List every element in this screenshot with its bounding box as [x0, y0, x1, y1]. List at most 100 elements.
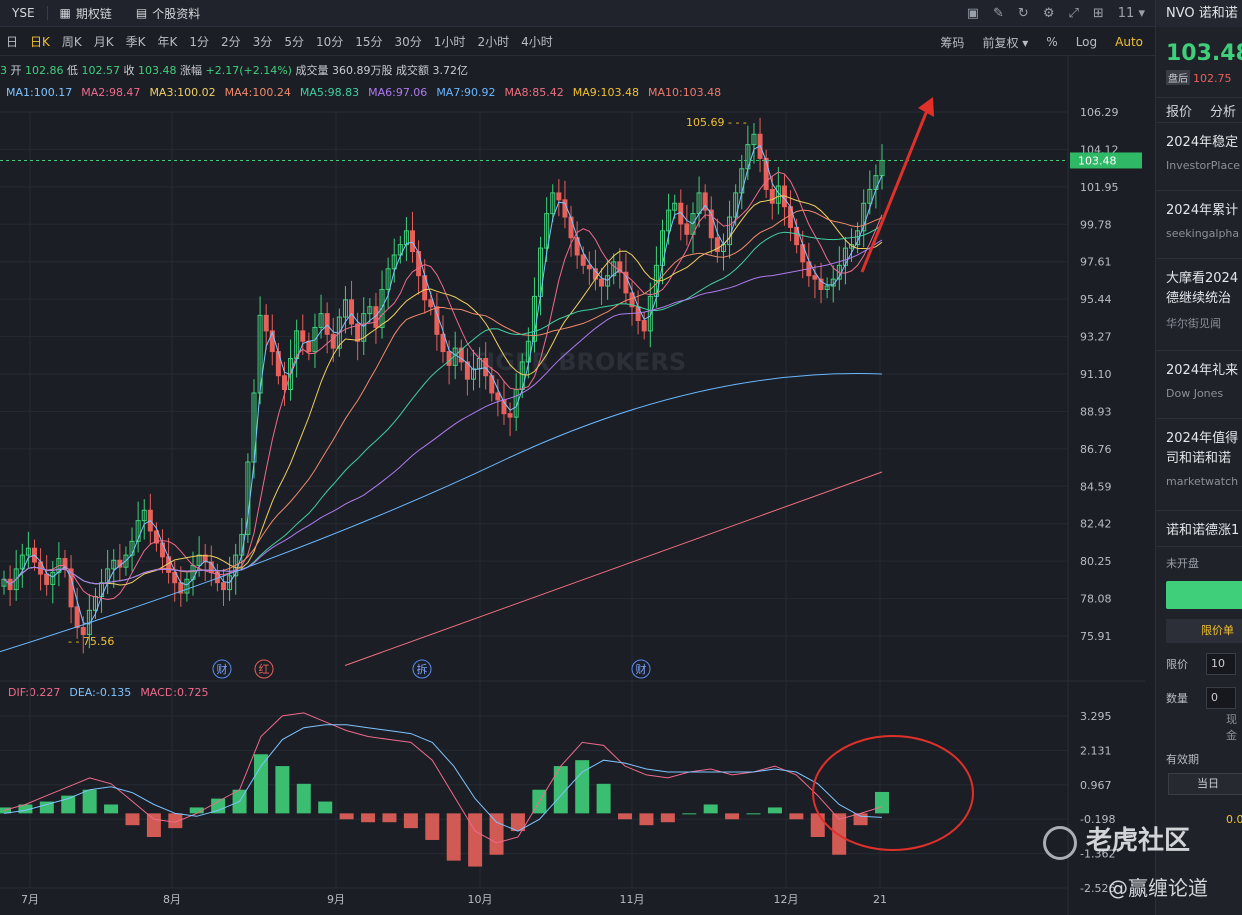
- period-tab[interactable]: 日: [6, 35, 19, 49]
- event-marker: [412, 659, 432, 679]
- candle-body: [135, 520, 141, 542]
- period-tab[interactable]: 季K: [125, 35, 146, 49]
- price-tick-label: 97.61: [1080, 256, 1112, 269]
- ma-line: [3, 171, 883, 601]
- price-tick-label: 75.91: [1080, 630, 1112, 643]
- options-chain-button[interactable]: ▦ 期权链: [59, 6, 112, 21]
- news-item[interactable]: 诺和诺德涨1: [1156, 511, 1242, 547]
- candle-body: [281, 375, 287, 391]
- chart-icon[interactable]: ▣: [966, 6, 979, 21]
- gear-icon[interactable]: ⚙: [1042, 6, 1055, 21]
- more-menu[interactable]: 11 ▾: [1117, 6, 1145, 21]
- candle-body: [568, 216, 574, 239]
- stock-chart[interactable]: 106.29104.12101.9599.7897.6195.4493.2791…: [0, 0, 1155, 915]
- candle-body: [629, 292, 635, 308]
- limit-price-input[interactable]: 10: [1206, 653, 1236, 675]
- period-tab[interactable]: 日K: [30, 35, 50, 49]
- stock-profile-button[interactable]: ▤ 个股资料: [135, 6, 201, 21]
- candle-body: [44, 573, 50, 585]
- period-tab[interactable]: 月K: [93, 35, 114, 49]
- candle-body: [550, 192, 556, 215]
- macd-tick-label: -2.526: [1080, 882, 1115, 895]
- quantity-input[interactable]: 0: [1206, 687, 1236, 709]
- month-label: 9月: [327, 893, 345, 906]
- buy-button[interactable]: [1166, 581, 1242, 609]
- macd-bar: [510, 813, 525, 832]
- legend-entry: MA5:98.83: [299, 86, 360, 99]
- candle-body: [641, 320, 647, 332]
- price-tick-label: 88.93: [1080, 405, 1112, 418]
- legend-entry: MA6:97.06: [368, 86, 428, 99]
- macd-bar: [82, 789, 97, 814]
- refresh-icon[interactable]: ↻: [1017, 6, 1029, 21]
- period-tab[interactable]: 5分: [284, 35, 304, 49]
- candle-body: [263, 314, 269, 332]
- candle-body: [68, 568, 74, 608]
- chart-option[interactable]: Auto: [1115, 35, 1143, 49]
- cash-label: 现金: [1226, 713, 1237, 742]
- candle-body: [233, 554, 239, 577]
- candle-body: [708, 209, 714, 239]
- period-tab[interactable]: 3分: [252, 35, 273, 49]
- candle-body: [812, 275, 818, 280]
- chart-option[interactable]: 前复权 ▾: [982, 35, 1029, 50]
- tab-quote[interactable]: 报价: [1166, 104, 1193, 120]
- macd-bar: [318, 801, 333, 814]
- order-type-select[interactable]: 限价单: [1166, 619, 1242, 643]
- candle-body: [617, 261, 623, 273]
- candle-body: [221, 582, 226, 591]
- period-tab[interactable]: 2小时: [477, 35, 510, 49]
- price-tick-label: 84.59: [1080, 480, 1112, 493]
- fullscreen-icon[interactable]: ⤢: [1068, 6, 1079, 21]
- candle-body: [153, 530, 159, 544]
- chart-option[interactable]: %: [1046, 35, 1058, 49]
- candle-body: [562, 199, 568, 218]
- period-tab[interactable]: 1分: [189, 35, 210, 49]
- news-item[interactable]: 大摩看2024 德继续统治 华尔街见闻: [1156, 259, 1242, 351]
- macd-tick-label: 2.131: [1080, 744, 1112, 757]
- candle-body: [647, 295, 653, 332]
- period-tab[interactable]: 2分: [221, 35, 241, 49]
- period-tab[interactable]: 年K: [157, 35, 178, 49]
- news-item[interactable]: 2024年值得 司和诺和诺 marketwatch: [1156, 419, 1242, 511]
- news-item[interactable]: 2024年礼来 Dow Jones: [1156, 351, 1242, 419]
- news-item[interactable]: 2024年稳定 InvestorPlace: [1156, 123, 1242, 191]
- legend-entry: MA10:103.48: [647, 86, 722, 99]
- macd-bar: [703, 804, 718, 814]
- validity-today-button[interactable]: 当日: [1168, 773, 1242, 795]
- market-status: 未开盘: [1166, 557, 1199, 570]
- period-tab[interactable]: 周K: [61, 35, 82, 49]
- last-price: 103.48: [1166, 41, 1242, 66]
- news-item[interactable]: 2024年累计 seekingalpha: [1156, 191, 1242, 259]
- candle-body: [464, 361, 470, 380]
- watermark-user: @赢缠论道: [1108, 876, 1208, 900]
- change-value: +2.17(+2.14%): [205, 64, 292, 77]
- candle-body: [842, 247, 848, 266]
- macd-bar: [104, 804, 119, 814]
- open-value: 102.86: [25, 64, 64, 77]
- ma-line: [3, 195, 883, 586]
- macd-bar: [39, 801, 54, 814]
- tab-analysis[interactable]: 分析: [1210, 104, 1237, 120]
- period-tab[interactable]: 30分: [394, 35, 422, 49]
- period-tab[interactable]: 15分: [355, 35, 383, 49]
- macd-bar: [553, 766, 568, 814]
- period-tab[interactable]: 10分: [315, 35, 344, 49]
- macd-bar: [660, 813, 675, 823]
- period-tab[interactable]: 4小时: [521, 35, 553, 49]
- candle-body: [446, 351, 452, 366]
- chart-option[interactable]: 筹码: [940, 35, 965, 50]
- macd-bar: [146, 813, 161, 837]
- grid-icon[interactable]: ⊞: [1092, 6, 1104, 21]
- period-tab[interactable]: 1小时: [433, 35, 466, 49]
- price-tick-label: 99.78: [1080, 218, 1112, 231]
- quantity-row: 数量 0: [1156, 677, 1242, 711]
- candle-body: [666, 209, 672, 232]
- sidebar-tabs: 报价 分析: [1156, 97, 1242, 123]
- candle-body: [861, 202, 867, 232]
- candle-body: [470, 368, 476, 380]
- candle-body: [391, 254, 397, 270]
- draw-icon[interactable]: ✎: [993, 6, 1004, 21]
- chart-option[interactable]: Log: [1075, 35, 1098, 49]
